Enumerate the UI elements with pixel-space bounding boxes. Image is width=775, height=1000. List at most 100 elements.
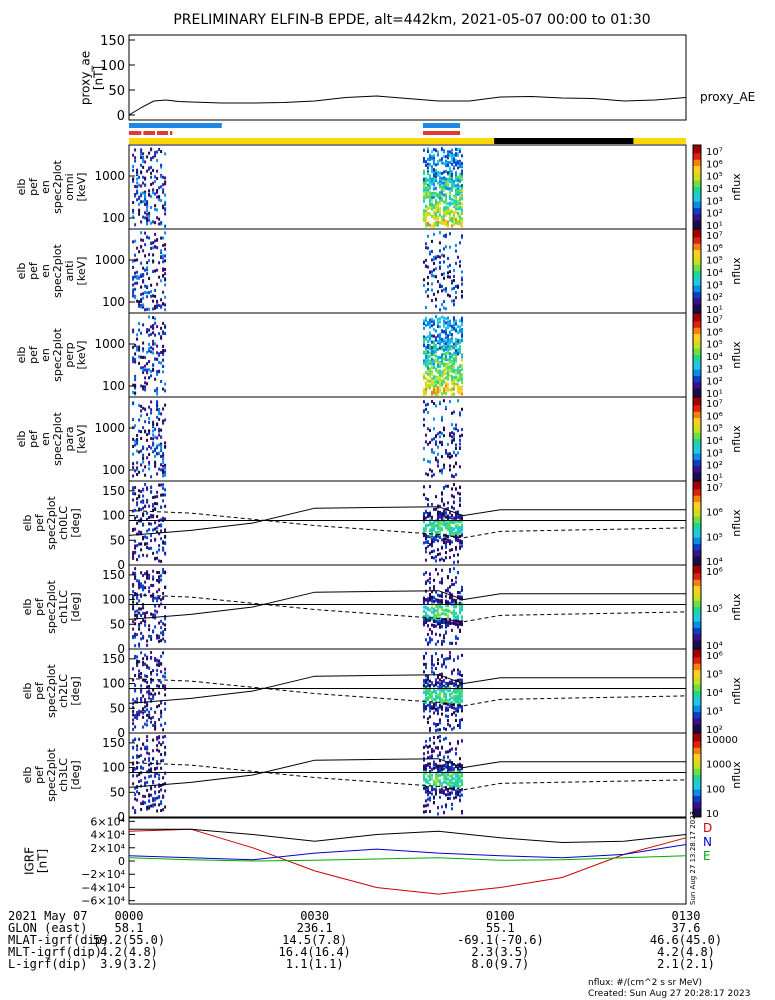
spec-pixel (460, 327, 463, 331)
spec-pixel (422, 485, 425, 489)
colorbar-step (693, 321, 701, 324)
spec-pixel (440, 770, 443, 774)
spec-pixel (158, 186, 161, 190)
spec-pixel (146, 330, 149, 334)
colorbar-step (693, 405, 701, 408)
spec-pixel (148, 628, 151, 632)
spec-pixel (422, 375, 425, 379)
colorbar-step (693, 779, 701, 782)
spec-pixel (140, 414, 143, 418)
spec-pixel (442, 363, 445, 367)
spec-pixel (136, 433, 139, 437)
spec-pixel (430, 544, 433, 548)
spec-pixel (444, 321, 447, 325)
spec-pixel (138, 611, 141, 615)
spec-pixel (158, 795, 161, 799)
spec-tick-label: 150 (102, 568, 125, 582)
spec-pixel (446, 514, 449, 518)
colorbar-step (693, 775, 701, 778)
spec-pixel (434, 781, 437, 785)
spec-pixel (446, 604, 449, 608)
spec-pixel (158, 736, 161, 740)
spec-pixel (430, 699, 433, 703)
spec-pixel (148, 368, 151, 372)
ylabel-line-1-2: en (39, 264, 52, 278)
spec-pixel (146, 291, 149, 295)
spec-pixel (430, 631, 433, 635)
spec-pixel (452, 165, 455, 169)
spec-pixel (434, 172, 437, 176)
spec-pixel (440, 515, 443, 519)
spec-pixel (158, 417, 161, 421)
spec-pixel (456, 178, 459, 182)
spec-pixel (446, 326, 449, 330)
spec-pixel (428, 640, 431, 644)
spec-pixel (432, 210, 435, 214)
spec-pixel (154, 304, 157, 308)
spec-pixel (140, 285, 143, 289)
spec-pixel (436, 768, 439, 772)
spec-pixel (460, 367, 463, 371)
spec-pixel (148, 349, 151, 353)
spec-pixel (144, 243, 147, 247)
spec-pixel (456, 526, 459, 530)
spec-pixel (140, 585, 143, 589)
spec-pixel (430, 362, 433, 366)
spec-pixel (156, 169, 159, 173)
spec-tick-label: 50 (110, 785, 125, 799)
spec-pixel (444, 695, 447, 699)
spec-pixel (458, 678, 461, 682)
spec-pixel (450, 784, 453, 788)
spec-pixel (454, 153, 457, 157)
spec-pixel (136, 592, 139, 596)
spec-pixel (136, 613, 139, 617)
spec-pixel (142, 385, 145, 389)
spec-pixel (440, 253, 443, 257)
spec-pixel (460, 332, 463, 336)
spec-pixel (446, 337, 449, 341)
spec-pixel (424, 195, 427, 199)
spec-pixel (146, 719, 149, 723)
spec-pixel (152, 551, 155, 555)
orbit-cell-4-3: 2.1(2.1) (657, 957, 715, 971)
spec-pixel (144, 364, 147, 368)
spec-pixel (448, 433, 451, 437)
colorbar-step (693, 691, 701, 694)
spec-pixel (428, 783, 431, 787)
spec-pixel (456, 614, 459, 618)
spec-pixel (444, 511, 447, 515)
spec-pixel (458, 516, 461, 520)
spec-pixel (452, 221, 455, 225)
spec-pixel (432, 268, 435, 272)
colorbar-step (693, 294, 701, 297)
spec-pixel (422, 215, 425, 219)
spec-pixel (144, 376, 147, 380)
spec-pixel (164, 231, 167, 235)
spec-pixel (426, 186, 429, 190)
spec-pixel (140, 305, 143, 309)
spec-pixel (426, 380, 429, 384)
spec-pixel (452, 378, 455, 382)
spec-pixel (436, 812, 439, 816)
spec-pixel (132, 356, 135, 360)
spec-pixel (436, 321, 439, 325)
spec-pixel (134, 700, 137, 704)
spec-pixel (426, 282, 429, 286)
spec-pixel (454, 337, 457, 341)
spec-pixel (454, 177, 457, 181)
spec-pixel (450, 611, 453, 615)
spec-pixel (442, 154, 445, 158)
spec-pixel (444, 192, 447, 196)
spec-pixel (148, 775, 151, 779)
spec-pixel (436, 220, 439, 224)
spec-pixel (436, 617, 439, 621)
spec-pixel (136, 501, 139, 505)
spec-pixel (460, 194, 463, 198)
spec-pixel (460, 433, 463, 437)
ylabel-line-igrf-1: [nT] (36, 849, 50, 873)
spec-pixel (460, 588, 463, 592)
spec-pixel (438, 185, 441, 189)
spec-pixel (426, 535, 429, 539)
spec-pixel (426, 205, 429, 209)
